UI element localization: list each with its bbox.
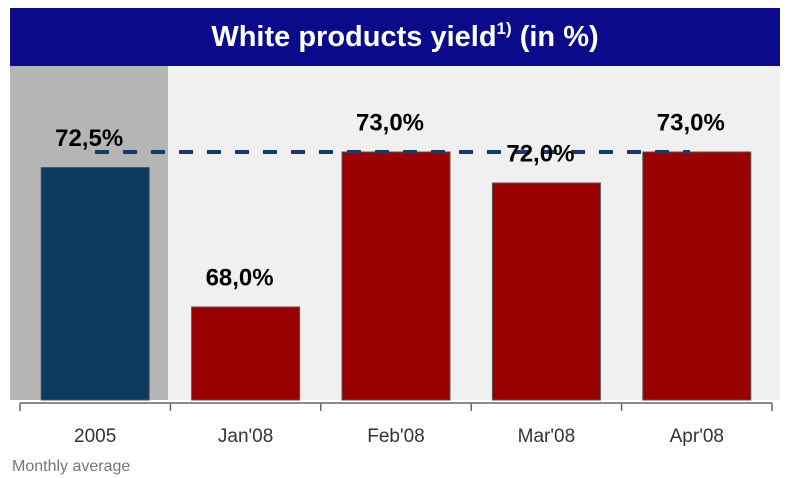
x-tick-label: Jan'08: [218, 426, 273, 447]
bar: [491, 182, 601, 401]
title-main: White products yield: [211, 21, 496, 53]
x-tick-label: Apr'08: [670, 426, 724, 447]
value-label: 73,0%: [356, 109, 424, 136]
x-tick-label: Feb'08: [367, 426, 425, 447]
chart-title: White products yield1) (in %): [211, 19, 598, 52]
title-superscript: 1): [497, 19, 512, 38]
title-suffix: (in %): [512, 21, 599, 53]
bar: [341, 151, 451, 401]
annotation: Monthly average: [12, 458, 130, 475]
x-tick-label: 2005: [74, 426, 116, 447]
x-tick-label: Mar'08: [518, 426, 575, 447]
value-label: 68,0%: [206, 264, 274, 291]
title-bar: [10, 8, 780, 66]
bar: [40, 167, 150, 401]
bar: [191, 306, 301, 401]
value-label: 72,0%: [506, 140, 574, 167]
value-label: 73,0%: [657, 109, 725, 136]
value-label: 72,5%: [55, 125, 123, 152]
bar: [642, 151, 752, 401]
